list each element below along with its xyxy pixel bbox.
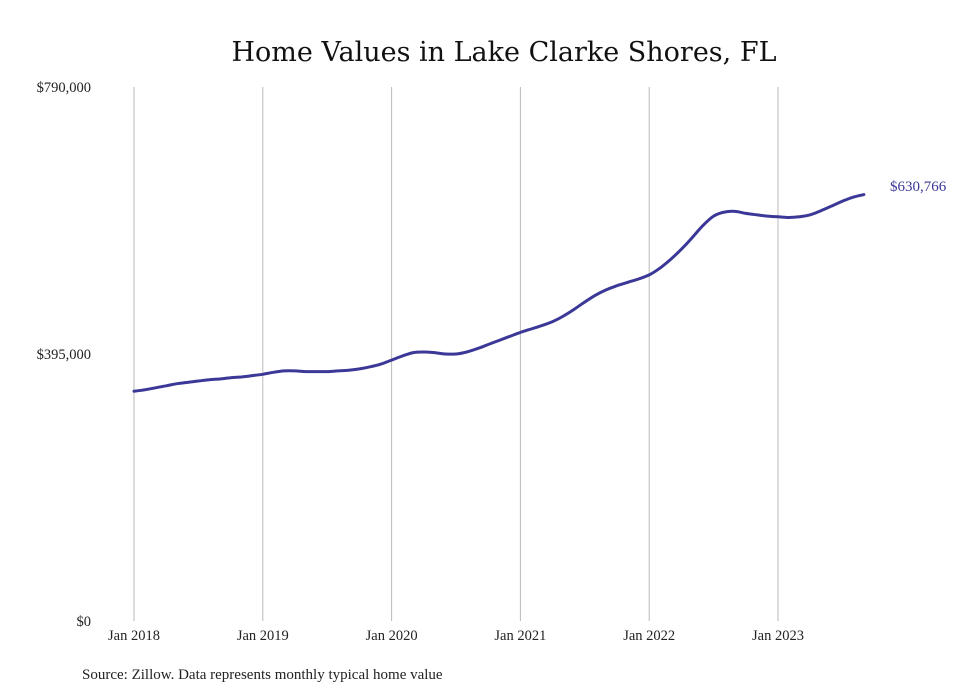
gridlines (133, 87, 779, 621)
x-tick-label: Jan 2019 (237, 628, 289, 644)
x-tick-label: Jan 2022 (623, 628, 675, 644)
x-tick-label: Jan 2021 (494, 628, 546, 644)
chart-title: Home Values in Lake Clarke Shores, FL (231, 37, 776, 68)
y-tick-label: $0 (77, 614, 92, 630)
x-tick-label: Jan 2020 (366, 628, 418, 644)
x-tick-label: Jan 2023 (752, 628, 804, 644)
source-note: Source: Zillow. Data represents monthly … (82, 667, 443, 683)
y-tick-label: $395,000 (37, 347, 91, 363)
y-axis-ticks: $0 $395,000 $790,000 (37, 80, 91, 630)
x-axis-ticks: Jan 2018 Jan 2019 Jan 2020 Jan 2021 Jan 2022… (108, 628, 804, 644)
home-value-series-line (132, 193, 866, 393)
x-tick-label: Jan 2018 (108, 628, 160, 644)
end-value-label: $630,766 (890, 179, 947, 195)
y-tick-label: $790,000 (37, 80, 91, 96)
